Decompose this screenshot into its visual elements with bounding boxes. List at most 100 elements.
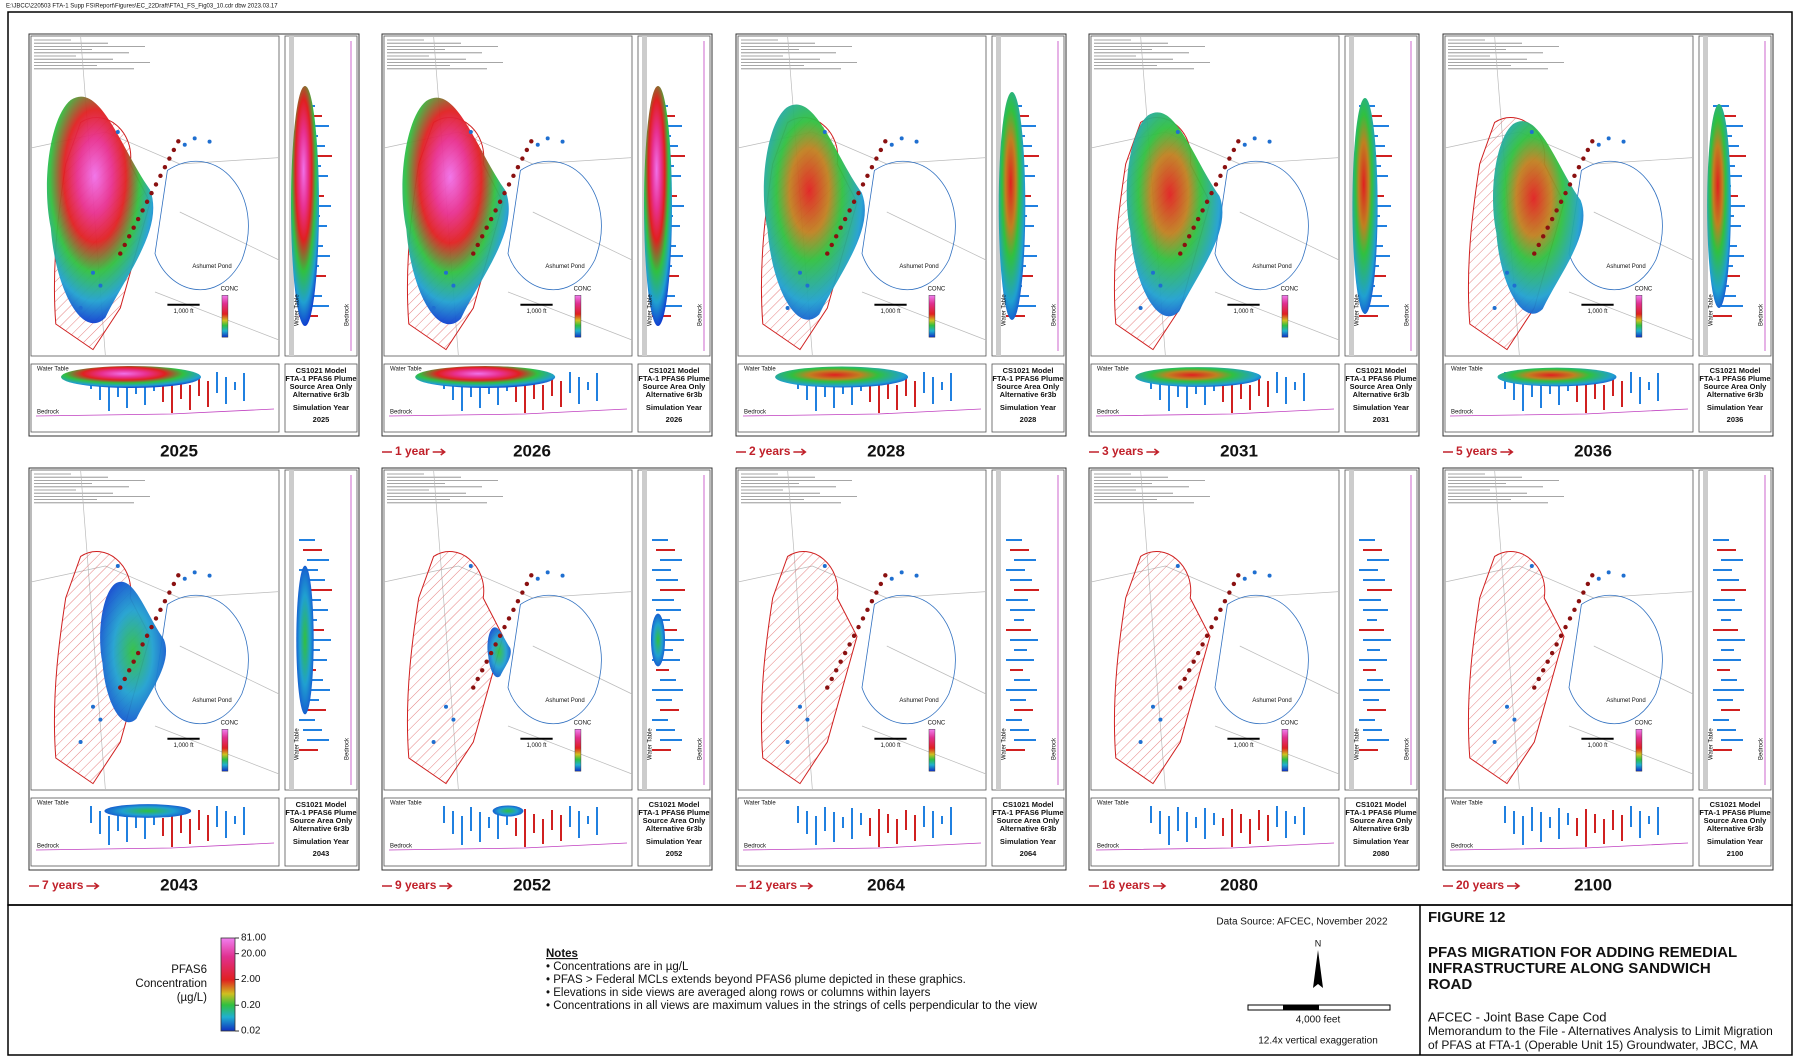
- simulation-panel: Ashumet Pond 1,000 ft CONC Water Table Bedro…: [735, 33, 1067, 460]
- mini-colorbar: [1635, 295, 1643, 338]
- side-water-table: Water Table: [648, 294, 654, 326]
- xs-plume: [1135, 367, 1262, 387]
- well: [118, 685, 123, 690]
- simulation-panel: Ashumet Pond 1,000 ft CONC Water Table Bedro…: [28, 467, 360, 894]
- well: [1549, 650, 1555, 656]
- figure-title: INFRASTRUCTURE ALONG SANDWICH: [1428, 960, 1711, 977]
- xs-bedrock-line: [742, 408, 982, 417]
- well: [158, 607, 163, 613]
- well: [1267, 139, 1272, 144]
- xs-water-table: Water Table: [390, 801, 422, 807]
- caption-line: Alternative 6r3b: [1000, 390, 1057, 399]
- caption-year: 2043: [313, 849, 330, 858]
- caption-line: FTA-1 PFAS6 Plume: [285, 808, 356, 817]
- caption-box: [1344, 363, 1418, 433]
- caption-year: 2036: [1727, 415, 1744, 424]
- well: [878, 147, 884, 153]
- xs-bedrock: Bedrock: [1097, 410, 1120, 416]
- xs-bedrock: Bedrock: [1451, 410, 1474, 416]
- memo-line: Memorandum to the File - Alternatives An…: [1428, 1024, 1773, 1038]
- side-plume: [998, 92, 1026, 320]
- side-bedrock-label: Bedrock: [698, 737, 704, 760]
- well: [1512, 717, 1517, 722]
- pond-label: Ashumet Pond: [1252, 698, 1291, 704]
- caption-year: 2064: [1020, 849, 1038, 858]
- caption-line: Alternative 6r3b: [1000, 824, 1057, 833]
- well: [842, 216, 848, 222]
- caption-line: Alternative 6r3b: [293, 824, 350, 833]
- pond-outline: [507, 594, 602, 725]
- caption-sim-label: Simulation Year: [1000, 403, 1056, 412]
- caption-line: Source Area Only: [290, 382, 353, 391]
- well: [1213, 616, 1219, 621]
- well: [899, 136, 904, 141]
- well: [1175, 564, 1180, 568]
- well: [431, 306, 436, 310]
- xs-bedrock-line: [742, 842, 982, 851]
- well: [167, 590, 172, 595]
- well: [1158, 283, 1163, 288]
- mini-legend-title: CONC: [574, 720, 592, 726]
- caption-line: FTA-1 PFAS6 Plume: [638, 374, 709, 383]
- scale-label: 1,000 ft: [1234, 743, 1254, 749]
- source-area: [406, 551, 504, 785]
- caption-year: 2100: [1727, 849, 1744, 858]
- well: [829, 676, 834, 682]
- well: [1222, 599, 1228, 604]
- caption-year: 2028: [1020, 415, 1037, 424]
- xs-bedrock: Bedrock: [37, 844, 60, 850]
- side-grey: [642, 470, 647, 790]
- pond-outline: [861, 594, 956, 725]
- xs-bedrock-line: [1449, 408, 1689, 417]
- well: [1563, 624, 1568, 630]
- well: [115, 130, 120, 134]
- simulation-panel: Ashumet Pond 1,000 ft CONC Water Table Bedro…: [1442, 467, 1774, 894]
- xs-water-table: Water Table: [37, 367, 69, 373]
- well: [98, 283, 103, 288]
- panel-year: 2080: [1220, 875, 1258, 894]
- well: [1545, 225, 1550, 230]
- interval-arrow: [1507, 882, 1521, 890]
- well: [1585, 147, 1591, 153]
- note-item: • Concentrations are in µg/L: [546, 961, 689, 973]
- well: [1512, 283, 1517, 288]
- pond-label: Ashumet Pond: [545, 698, 584, 704]
- xs-water-table: Water Table: [744, 801, 776, 807]
- caption-year: 2031: [1373, 415, 1390, 424]
- well: [471, 685, 476, 690]
- well: [1558, 199, 1564, 204]
- well: [192, 136, 197, 141]
- mini-colorbar: [1281, 295, 1289, 338]
- well: [545, 136, 550, 141]
- well: [497, 199, 503, 204]
- plume: [46, 96, 154, 324]
- well: [1151, 704, 1155, 709]
- side-bedrock-label: Bedrock: [1052, 737, 1058, 760]
- well: [131, 225, 136, 230]
- well: [1581, 156, 1586, 161]
- well: [865, 607, 870, 613]
- well: [149, 190, 154, 196]
- well: [834, 234, 839, 239]
- well: [1213, 182, 1219, 187]
- well: [171, 147, 177, 153]
- side-water-table: Water Table: [1355, 728, 1361, 760]
- well: [493, 642, 498, 647]
- well: [535, 142, 540, 147]
- xs-water-table: Water Table: [37, 801, 69, 807]
- well: [1532, 685, 1537, 690]
- caption-line: FTA-1 PFAS6 Plume: [638, 808, 709, 817]
- well: [78, 740, 83, 744]
- well: [856, 624, 861, 630]
- caption-line: Source Area Only: [1704, 382, 1767, 391]
- well: [1590, 139, 1595, 144]
- side-grey: [1349, 36, 1354, 356]
- figure-title: PFAS MIGRATION FOR ADDING REMEDIAL: [1428, 944, 1737, 961]
- well: [805, 283, 810, 288]
- well: [451, 717, 456, 722]
- side-grey: [1703, 36, 1708, 356]
- mini-legend-title: CONC: [221, 720, 239, 726]
- caption-line: CS1021 Model: [1356, 800, 1407, 809]
- well: [91, 270, 95, 275]
- caption-line: Source Area Only: [1350, 816, 1413, 825]
